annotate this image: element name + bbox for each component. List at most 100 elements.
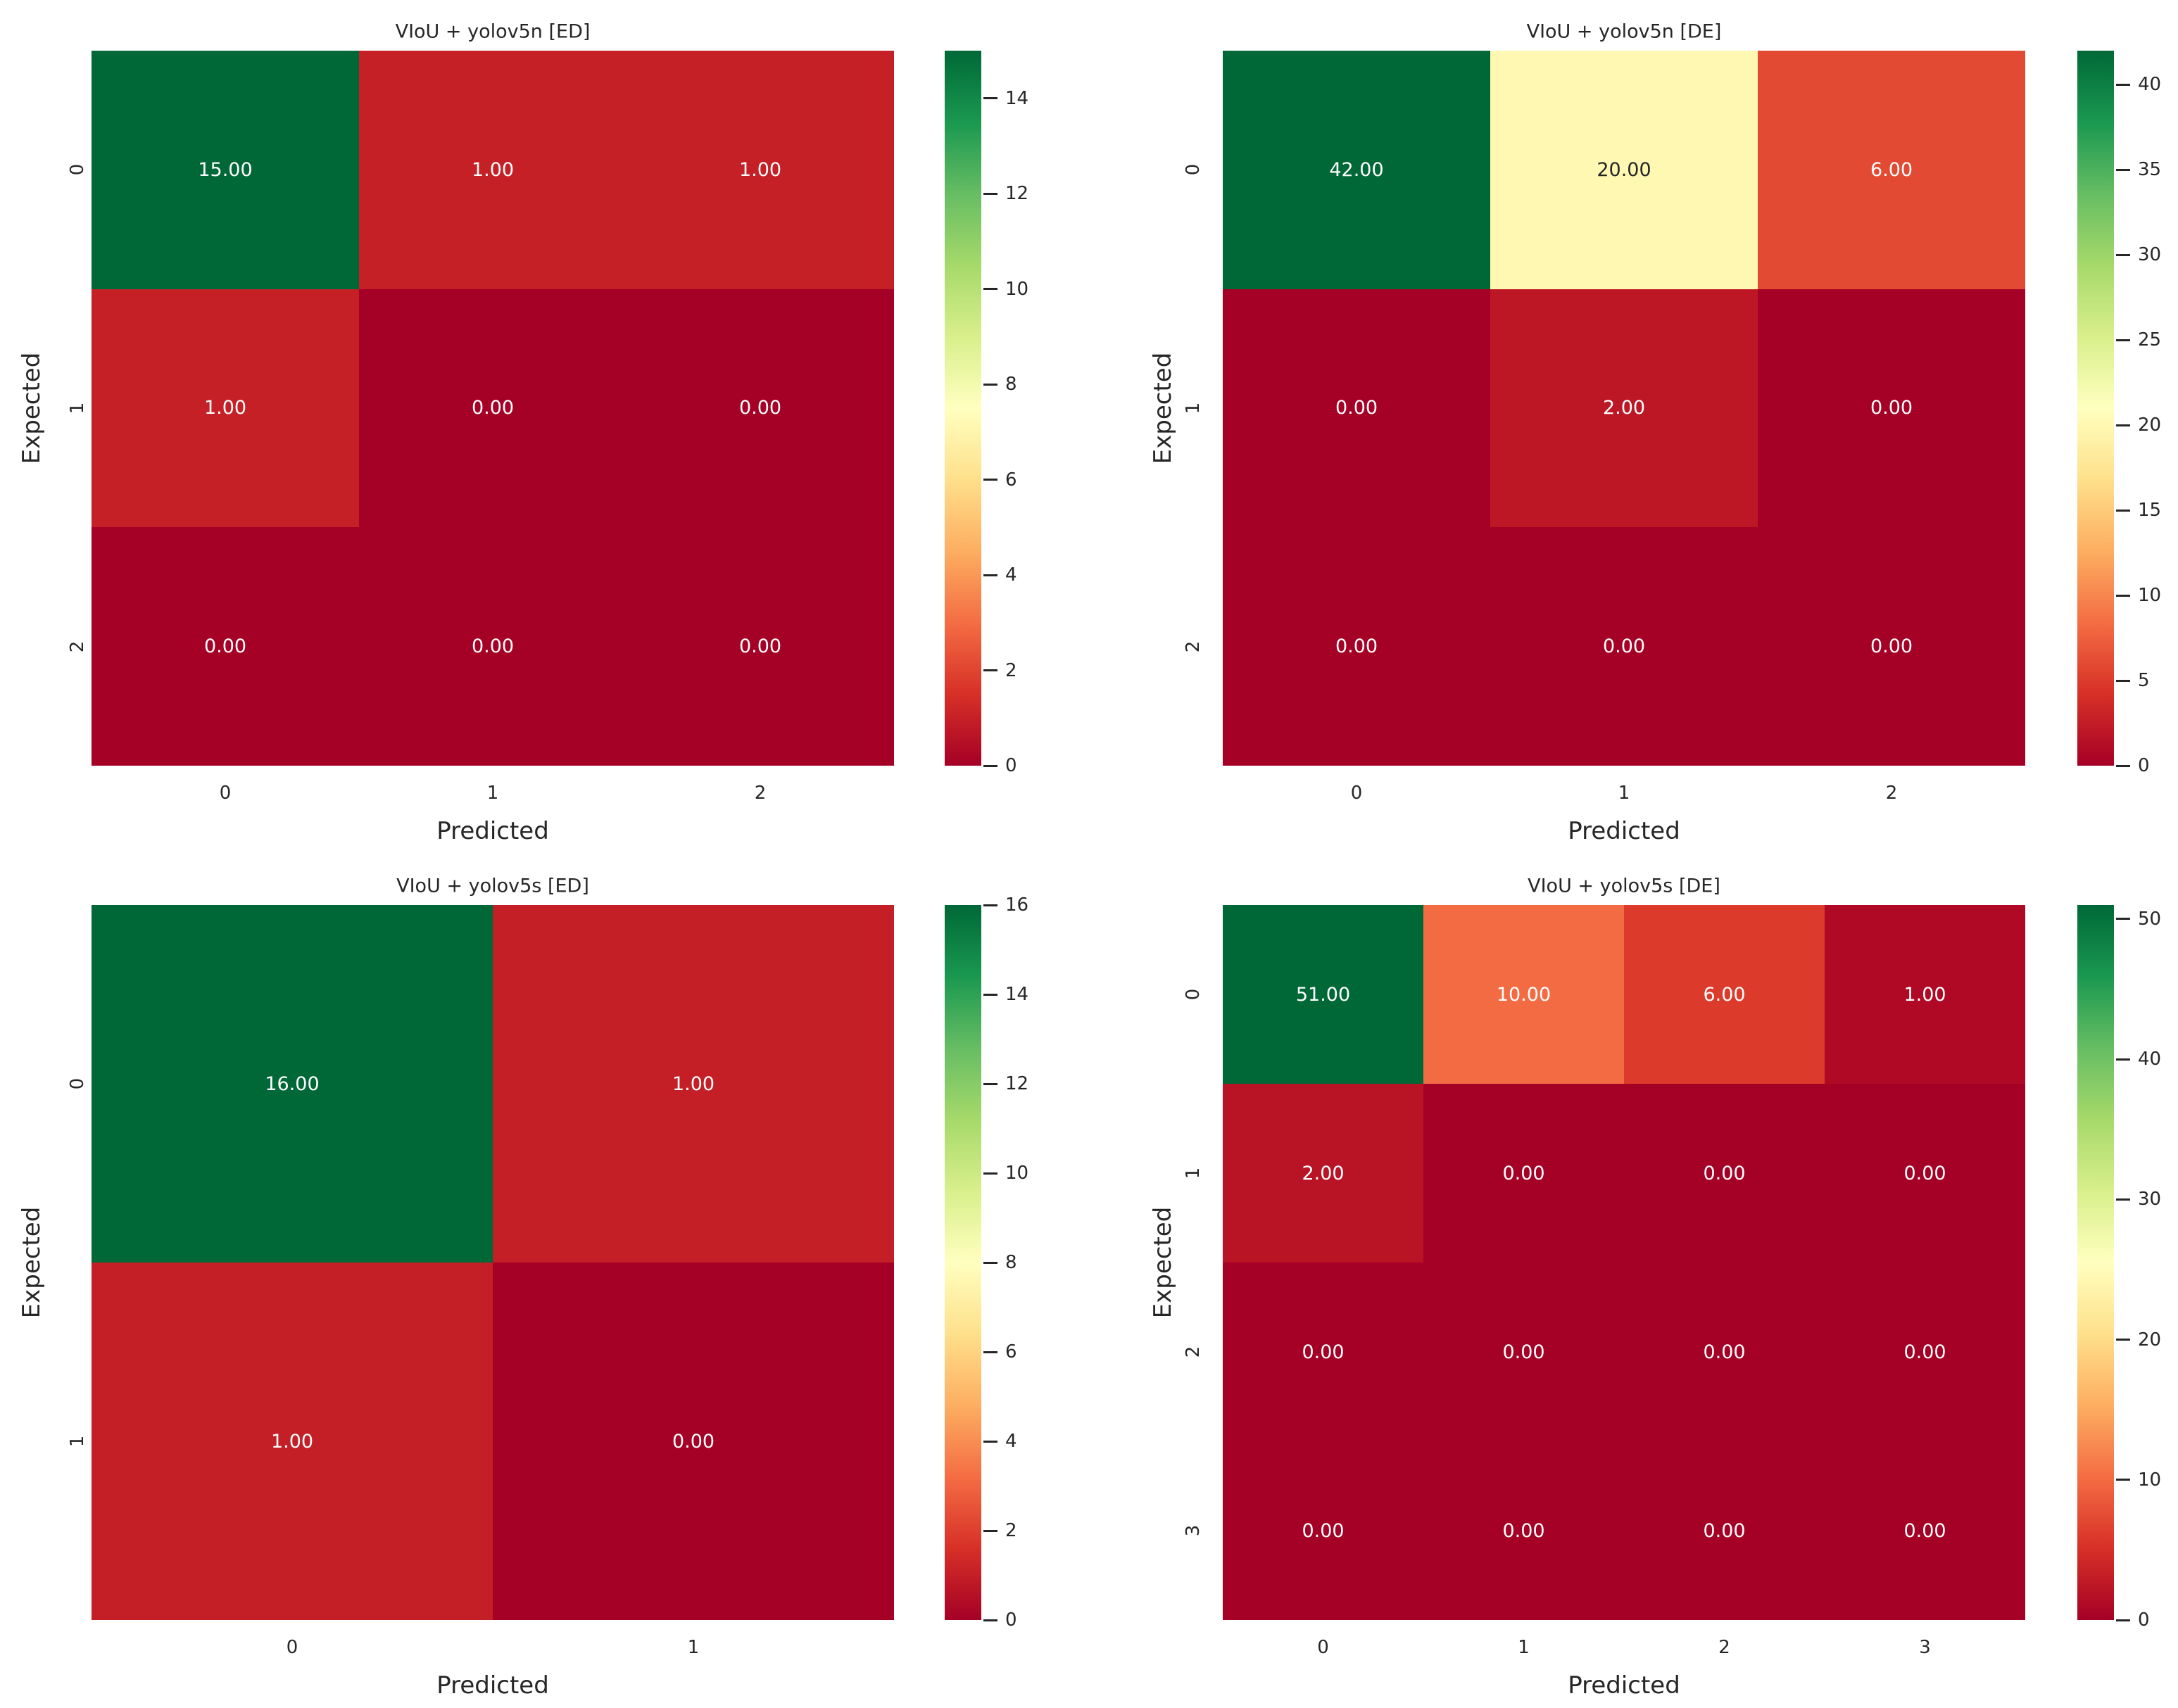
colorbar-tick-mark [983, 1619, 997, 1621]
x-tick-label: 1 [1518, 1637, 1530, 1658]
cell-value: 42.00 [1329, 158, 1384, 181]
colorbar-tick-label: 0 [2138, 755, 2150, 776]
heatmap-cell: 0.00 [1758, 527, 2025, 766]
colorbar-tick-mark [2116, 168, 2130, 171]
colorbar-tick-label: 10 [2138, 1469, 2162, 1491]
y-tick-label: 1 [67, 402, 88, 415]
cell-value: 0.00 [471, 635, 515, 658]
x-tick-label: 1 [486, 783, 499, 804]
colorbar-tick-mark [983, 993, 997, 996]
cell-value: 10.00 [1496, 983, 1551, 1006]
heatmap-cell: 20.00 [1490, 51, 1758, 289]
cell-value: 1.00 [270, 1430, 314, 1453]
colorbar-tick-mark [2116, 1339, 2130, 1341]
heatmap-cell: 0.00 [1825, 1263, 2025, 1441]
cell-value: 2.00 [1302, 1162, 1345, 1184]
colorbar-tick-mark [2116, 509, 2130, 512]
cell-value: 0.00 [1502, 1162, 1545, 1184]
colorbar-tick-mark [983, 1350, 997, 1353]
cell-value: 0.00 [1302, 1519, 1345, 1542]
cell-value: 0.00 [1703, 1341, 1746, 1363]
heatmap-panel-yolov5n-de: VIoU + yolov5n [DE] 42.00 20.00 6.00 0.00 2.… [1089, 0, 2178, 854]
heatmap-cell: 0.00 [1490, 527, 1758, 766]
colorbar-tick-label: 12 [1005, 183, 1029, 205]
cell-value: 0.00 [203, 635, 247, 658]
heatmap-grid: 16.00 1.00 1.00 0.00 [92, 905, 894, 1620]
heatmap-cell: 0.00 [1423, 1441, 1624, 1620]
heatmap-cell: 0.00 [1758, 289, 2025, 528]
chart-title: VIoU + yolov5n [ED] [395, 20, 591, 43]
colorbar-tick-label: 16 [1005, 894, 1029, 916]
cell-value: 1.00 [1903, 983, 1946, 1006]
heatmap-cell: 42.00 [1223, 51, 1490, 289]
y-tick-label: 0 [1183, 988, 1204, 1001]
cell-value: 6.00 [1870, 158, 1913, 181]
colorbar-tick-label: 10 [1005, 278, 1029, 300]
x-tick-label: 0 [1350, 783, 1363, 804]
cell-value: 6.00 [1703, 983, 1746, 1006]
cell-value: 0.00 [1335, 397, 1378, 419]
heatmap-cell: 0.00 [1825, 1084, 2025, 1263]
colorbar-tick-mark [2116, 83, 2130, 86]
colorbar-tick-mark [983, 1172, 997, 1175]
colorbar-tick-label: 6 [1005, 1341, 1017, 1362]
colorbar-tick-label: 30 [2138, 1189, 2162, 1210]
colorbar-tick-label: 25 [2138, 329, 2162, 351]
y-axis-label: Expected [1149, 352, 1177, 464]
chart-title: VIoU + yolov5s [DE] [1528, 875, 1720, 897]
heatmap-cell: 2.00 [1223, 1084, 1423, 1263]
colorbar-tick-mark [983, 669, 997, 672]
x-tick-label: 2 [1885, 783, 1898, 804]
colorbar-tick-label: 40 [2138, 1049, 2162, 1070]
y-tick-label: 3 [1183, 1524, 1204, 1537]
cell-value: 0.00 [1903, 1519, 1946, 1542]
colorbar-tick-label: 20 [2138, 415, 2162, 436]
heatmap-cell: 0.00 [1223, 289, 1490, 528]
heatmap-cell: 0.00 [359, 527, 627, 766]
colorbar-tick-mark [983, 1440, 997, 1443]
colorbar-tick-label: 4 [1005, 1431, 1017, 1452]
cell-value: 0.00 [1903, 1162, 1946, 1184]
colorbar-tick-mark [2116, 1198, 2130, 1201]
cell-value: 0.00 [1335, 635, 1378, 658]
x-axis-label: Predicted [436, 817, 549, 845]
cell-value: 0.00 [1502, 1341, 1545, 1363]
y-tick-label: 0 [67, 164, 88, 176]
heatmap-cell: 0.00 [1423, 1263, 1624, 1441]
colorbar-tick-mark [983, 288, 997, 291]
colorbar [945, 51, 981, 766]
heatmap-cell: 0.00 [1223, 527, 1490, 766]
colorbar-tick-mark [983, 479, 997, 481]
colorbar-tick-label: 12 [1005, 1073, 1029, 1094]
x-tick-label: 1 [1618, 783, 1630, 804]
colorbar-tick-label: 14 [1005, 87, 1029, 109]
cell-value: 0.00 [471, 397, 515, 419]
heatmap-cell: 1.00 [627, 51, 894, 289]
cell-value: 2.00 [1602, 397, 1646, 419]
heatmap-cell: 1.00 [92, 1263, 493, 1620]
y-tick-label: 0 [1183, 164, 1204, 176]
cell-value: 1.00 [672, 1073, 715, 1095]
colorbar-tick-mark [983, 97, 997, 100]
colorbar-tick-mark [983, 764, 997, 767]
heatmap-cell: 16.00 [92, 905, 493, 1263]
heatmap-grid: 15.00 1.00 1.00 1.00 0.00 0.00 0.00 0.00 0.00 [92, 51, 894, 766]
heatmap-grid: 42.00 20.00 6.00 0.00 2.00 0.00 0.00 0.00 0.00 [1223, 51, 2025, 766]
colorbar-tick-label: 5 [2138, 670, 2150, 692]
heatmap-cell: 15.00 [92, 51, 359, 289]
colorbar-tick-label: 10 [1005, 1163, 1029, 1184]
colorbar-tick-label: 15 [2138, 500, 2162, 521]
colorbar-tick-label: 35 [2138, 159, 2162, 181]
cell-value: 0.00 [1870, 635, 1913, 658]
cell-value: 0.00 [672, 1430, 715, 1453]
x-tick-label: 2 [754, 783, 767, 804]
colorbar-tick-mark [983, 383, 997, 386]
heatmap-cell: 0.00 [493, 1263, 894, 1620]
colorbar-tick-mark [2116, 764, 2130, 767]
cell-value: 0.00 [738, 397, 782, 419]
heatmap-cell: 1.00 [92, 289, 359, 528]
heatmap-cell: 1.00 [1825, 905, 2025, 1084]
cell-value: 0.00 [1502, 1519, 1545, 1542]
colorbar-tick-label: 20 [2138, 1329, 2162, 1350]
colorbar-tick-label: 0 [2138, 1609, 2150, 1631]
